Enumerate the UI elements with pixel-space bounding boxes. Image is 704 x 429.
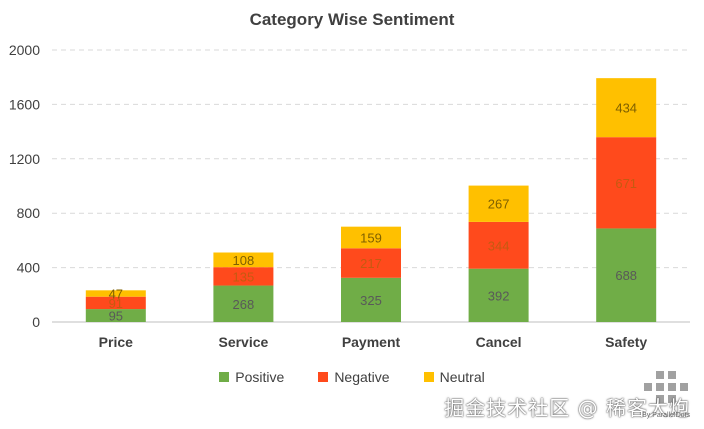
chart-title: Category Wise Sentiment [249,10,455,29]
data-label: 392 [488,288,510,303]
data-label: 325 [360,293,382,308]
bar-positive-cancel [468,268,529,322]
y-tick-label: 800 [17,205,41,221]
data-label: 434 [615,101,637,116]
y-tick-label: 2000 [9,42,40,58]
bar-neutral-service [213,252,274,268]
bar-neutral-safety [596,78,657,138]
bar-positive-price [85,309,146,322]
bar-negative-price [85,296,146,310]
data-label: 217 [360,256,382,271]
legend-swatch [219,372,230,382]
legend-item-negative: Negative [318,369,390,385]
x-tick-label: Cancel [476,334,522,350]
legend-swatch [423,372,434,382]
legend-item-neutral: Neutral [423,369,485,385]
bar-neutral-cancel [468,185,529,222]
data-label: 108 [233,253,255,268]
data-label: 344 [488,238,510,253]
data-label: 688 [615,268,637,283]
bar-positive-service [213,285,274,322]
bar-negative-safety [596,137,657,229]
data-label: 159 [360,230,382,245]
watermark-text: 掘金技术社区 @ 稀客大炮 [444,396,690,420]
bar-negative-cancel [468,221,529,269]
y-tick-label: 1600 [9,96,40,112]
bar-neutral-price [85,290,146,297]
legend-item-positive: Positive [219,369,284,385]
data-label: 135 [233,269,255,284]
data-label: 267 [488,197,510,212]
bar-negative-service [213,267,274,286]
data-label: 91 [109,296,123,311]
bar-positive-payment [341,277,401,322]
y-tick-label: 400 [17,260,41,276]
x-tick-label: Payment [342,334,401,350]
x-tick-label: Price [99,334,133,350]
paralleldots-logo [642,371,688,411]
legend-label: Positive [235,369,285,385]
data-label: 268 [233,297,255,312]
y-tick-label: 1200 [9,151,40,167]
bar-neutral-payment [341,226,401,249]
x-tick-label: Safety [605,334,647,350]
bar-positive-safety [596,228,657,322]
data-label: 671 [615,176,637,191]
y-tick-label: 0 [32,314,40,330]
data-label: 47 [109,287,123,302]
x-tick-label: Service [218,334,268,350]
data-label: 95 [109,309,123,324]
legend-label: Negative [334,369,390,385]
legend: Positive Negative Neutral [0,369,704,385]
bar-negative-payment [341,248,401,278]
legend-label: Neutral [439,369,485,385]
watermark-sub: By ParallelDots [642,412,690,419]
legend-swatch [318,372,329,382]
